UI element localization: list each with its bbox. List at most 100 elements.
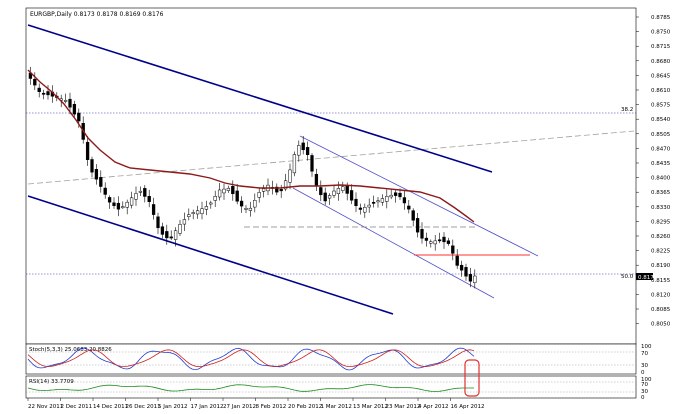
date-tick-label: 13 Mar 2012 (353, 404, 388, 410)
candle-body (310, 155, 314, 172)
candle-body (398, 192, 402, 198)
stoch-label: Stoch(5,3,3) 25.0683 20.8826 (29, 347, 112, 353)
candle-body (275, 186, 279, 193)
price-tick-label: 0.8260 (651, 234, 671, 240)
date-tick-label: 4 Apr 2012 (418, 404, 449, 410)
candle-body (433, 240, 437, 245)
candle-body (380, 198, 385, 203)
candle-body (72, 103, 77, 115)
stoch-signal-line (27, 349, 475, 368)
candle-body (336, 188, 341, 195)
candle-body (459, 264, 464, 271)
candle-body (99, 177, 103, 187)
date-tick-label: 14 Dec 2011 (93, 404, 128, 410)
candle-body (367, 204, 371, 208)
current-price-tag (636, 273, 653, 280)
price-axis: 0.8785 0.8750 0.8715 0.8680 0.8645 0.8610 0.85… (636, 15, 671, 328)
candle-body (239, 200, 244, 207)
price-tick-label: 0.8470 (651, 146, 671, 152)
inner-channel-upper[interactable] (299, 135, 539, 257)
candle-body (305, 147, 310, 156)
candle-body (349, 190, 354, 201)
candle-body (411, 210, 415, 221)
price-tick-label: 0.8120 (651, 292, 671, 298)
rsi-level-100: 100 (641, 377, 652, 383)
candle-body (187, 214, 191, 217)
candle-body (473, 275, 477, 284)
candle-body (451, 245, 455, 254)
candle-body (116, 202, 121, 210)
candle-body (195, 210, 200, 215)
rsi-level-30: 30 (641, 389, 648, 395)
date-tick-label: 27 Jan 2012 (223, 404, 256, 410)
chart-title: EURGBP,Daily 0.8173 0.8178 0.8169 0.8176 (30, 11, 164, 18)
channel-upper-line[interactable] (27, 24, 493, 173)
price-tick-label: 0.8715 (651, 44, 671, 50)
candle-body (134, 193, 138, 200)
candle-body (213, 196, 217, 201)
current-price-label: 0.8176 (638, 275, 658, 281)
date-tick-label: 20 Feb 2012 (288, 404, 322, 410)
candle-body (173, 230, 178, 240)
candle-body (129, 197, 134, 206)
date-tick-label: 16 Apr 2012 (451, 404, 485, 410)
inner-channel-lower[interactable] (292, 187, 495, 299)
candles (28, 66, 477, 289)
oscillator-highlight (464, 359, 480, 397)
rsi-pane[interactable]: RSI(14) 33.7709 100 70 30 0 (25, 375, 652, 401)
candle-body (63, 100, 68, 102)
date-tick-label: 17 Jan 2012 (191, 404, 224, 410)
candle-body (94, 169, 99, 180)
stoch-level-30: 30 (641, 363, 648, 369)
candle-body (125, 201, 129, 208)
candle-body (279, 189, 283, 192)
candle-body (323, 192, 327, 202)
candle-body (332, 190, 336, 196)
candle-body (143, 188, 147, 197)
stochastic-pane[interactable]: Stoch(5,3,3) 25.0683 20.8826 100 70 30 0 (25, 343, 652, 376)
candle-body (429, 241, 433, 244)
price-tick-label: 0.8505 (651, 132, 671, 138)
candle-body (138, 190, 143, 193)
candle-body (226, 187, 231, 191)
candle-body (68, 98, 72, 108)
channel-lower-line[interactable] (27, 195, 394, 315)
candle-body (468, 274, 473, 282)
date-tick-label: 22 Nov 2011 (28, 404, 63, 410)
stoch-level-100: 100 (641, 344, 652, 350)
fib-382-label: 38.2 (621, 107, 633, 113)
price-tick-label: 0.8400 (651, 176, 671, 182)
price-tick-label: 0.8680 (651, 59, 671, 65)
price-tick-label: 0.8085 (651, 307, 671, 313)
candle-body (424, 237, 429, 241)
rsi-line (27, 384, 474, 392)
candle-body (200, 208, 204, 214)
candle-body (314, 173, 319, 187)
candle-body (345, 185, 349, 194)
candle-body (231, 186, 235, 195)
price-tick-label: 0.8050 (651, 322, 671, 328)
candle-body (222, 188, 226, 194)
candle-body (327, 195, 332, 199)
candle-body (297, 145, 301, 156)
price-pane[interactable]: EURGBP,Daily 0.8173 0.8178 0.8169 0.8176… (25, 7, 671, 345)
fib-500-label: 50.0 (621, 274, 634, 280)
candle-body (90, 159, 94, 173)
candle-body (209, 202, 213, 205)
date-tick-label: 1 Mar 2012 (321, 404, 352, 410)
gray-trendline[interactable] (27, 130, 635, 185)
moving-average-line[interactable] (27, 69, 475, 223)
date-tick-label: 5 Jan 2012 (158, 404, 187, 410)
rsi-label: RSI(14) 33.7709 (29, 379, 74, 385)
candle-body (341, 186, 345, 191)
candle-body (37, 87, 41, 92)
price-tick-label: 0.8435 (651, 161, 671, 167)
candle-body (217, 189, 222, 198)
candle-body (389, 194, 393, 198)
candle-body (112, 202, 116, 206)
candle-body (235, 190, 239, 202)
date-tick-label: 8 Feb 2012 (256, 404, 287, 410)
candle-body (147, 196, 151, 203)
